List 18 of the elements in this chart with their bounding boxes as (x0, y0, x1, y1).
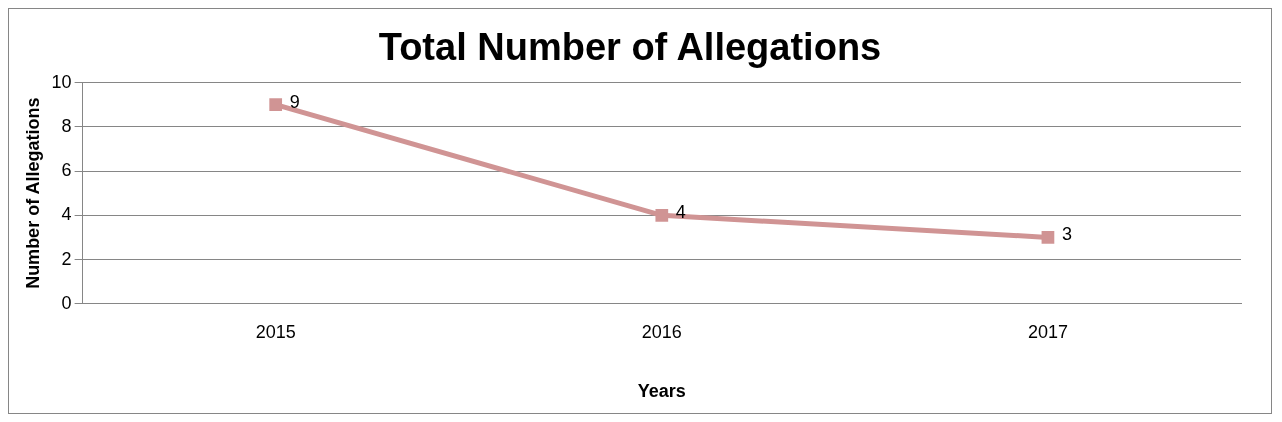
chart-title: Total Number of Allegations (378, 26, 882, 69)
x-axis-title: Years (637, 381, 686, 402)
data-label: 9 (289, 91, 300, 112)
y-tick-label: 2 (61, 248, 72, 269)
point (655, 208, 669, 222)
y-tick-label: 0 (61, 292, 72, 313)
point (1041, 231, 1055, 244)
y-tick-label: 4 (61, 204, 72, 225)
x-tick-label: 2017 (1027, 321, 1068, 342)
data-label: 4 (675, 202, 686, 223)
x-tick-label: 2015 (255, 321, 296, 342)
y-axis-title: Number of Allegations (22, 97, 43, 289)
y-tick-label: 10 (51, 71, 72, 92)
y-tick-label: 6 (61, 160, 72, 181)
x-tick-label: 2016 (641, 321, 682, 342)
data-label: 3 (1061, 224, 1072, 245)
point (269, 98, 283, 112)
y-tick-label: 8 (61, 115, 72, 136)
